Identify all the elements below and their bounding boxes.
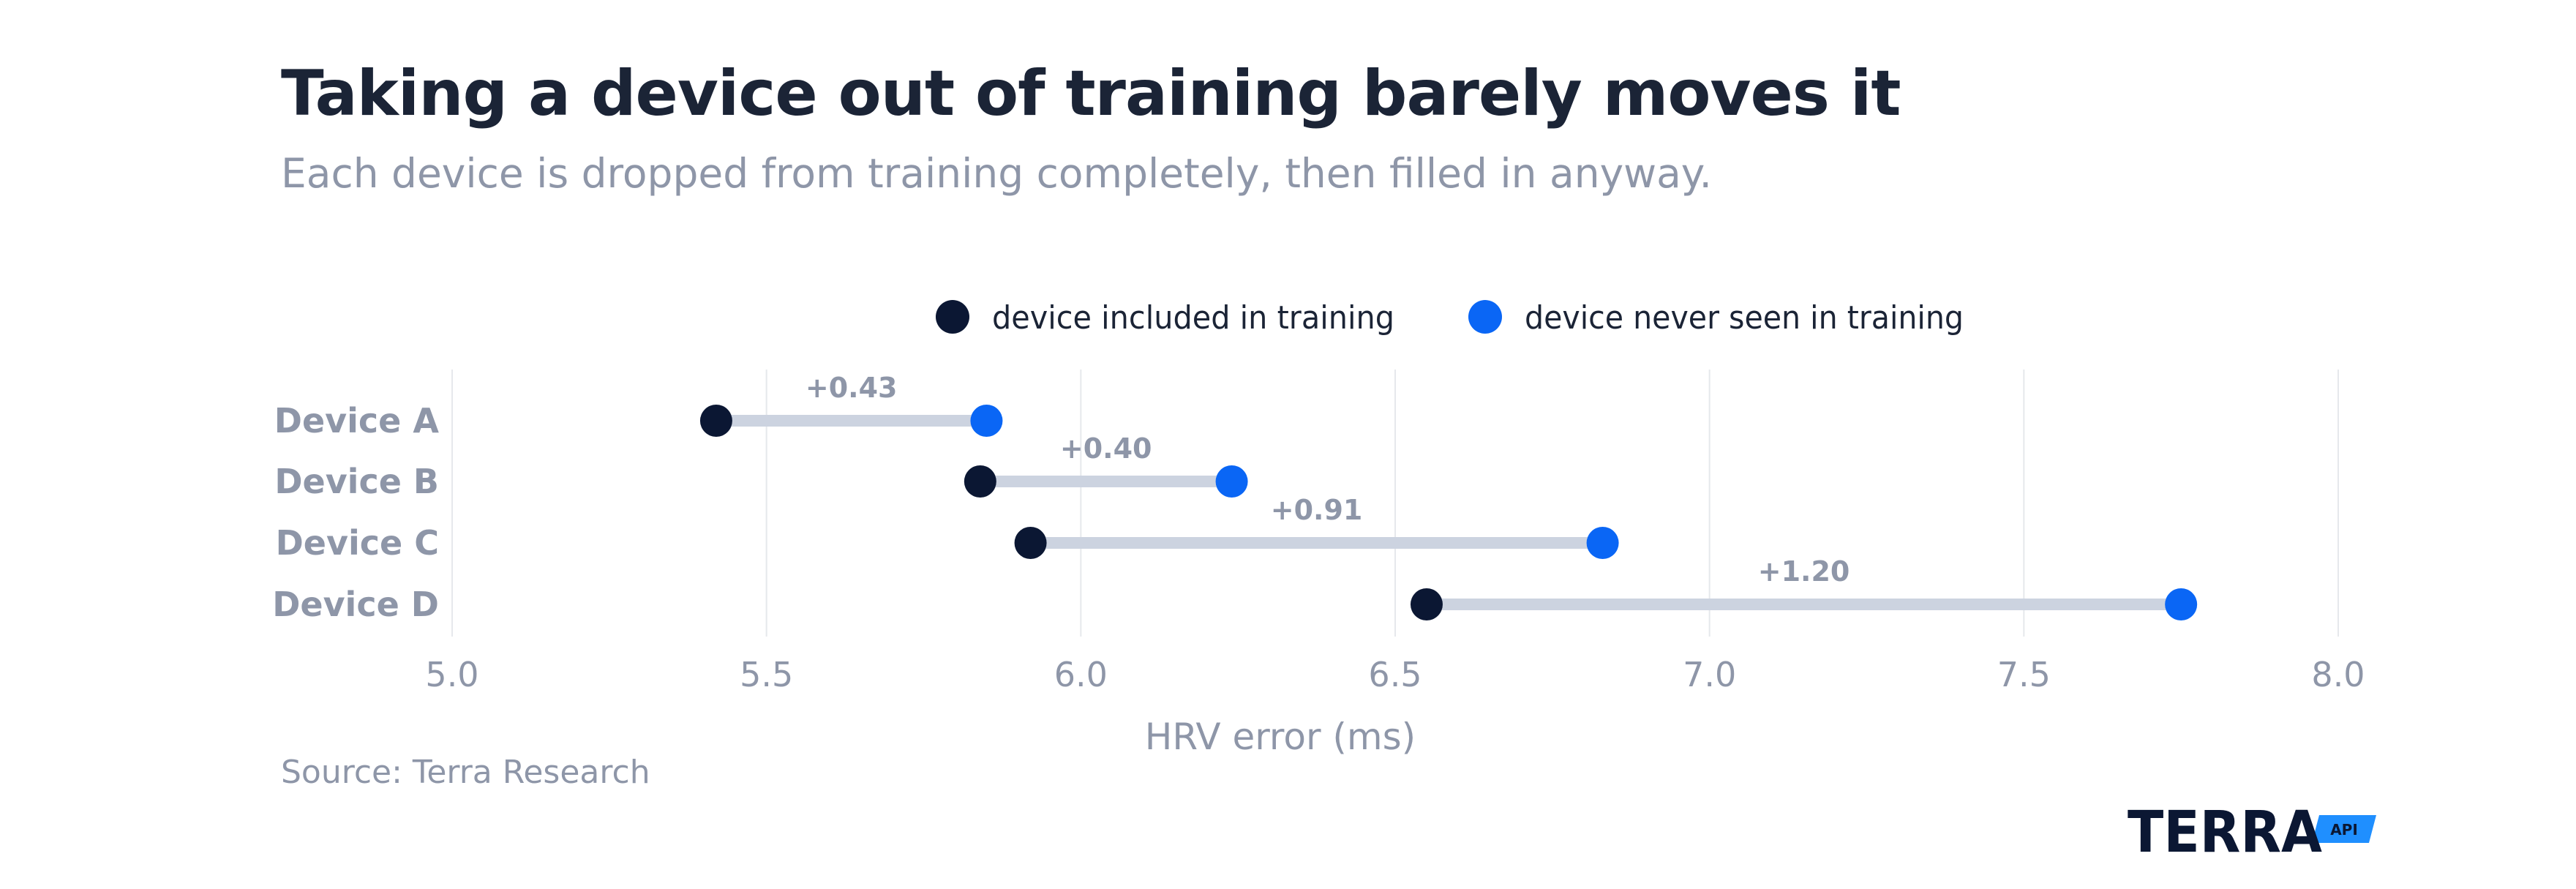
point-included: [699, 405, 732, 437]
gridlines: [451, 370, 2339, 637]
chart-marks: Device A +0.43 Device B +0.40 Device C +0.91 D…: [272, 372, 2198, 624]
chart-subtitle: Each device is dropped from training com…: [281, 150, 1712, 197]
point-included: [964, 465, 996, 498]
point-included: [1410, 588, 1443, 620]
x-tick-label: 6.0: [1054, 655, 1108, 694]
point-included: [1014, 527, 1047, 559]
logo-badge-text: API: [2330, 821, 2358, 839]
source-note: Source: Terra Research: [281, 754, 650, 791]
logo-badge: [2312, 815, 2376, 843]
x-tick-label: 8.0: [2311, 655, 2365, 694]
y-category-label: Device A: [274, 401, 440, 440]
difference-label: +1.20: [1758, 555, 1850, 588]
legend-label-never-seen: device never seen in training: [1525, 299, 1964, 337]
legend-swatch-included: [936, 300, 969, 334]
logo-wordmark: TERRA: [2128, 803, 2322, 855]
x-tick-label: 6.5: [1368, 655, 1422, 694]
chart-title: Taking a device out of training barely m…: [281, 57, 1901, 130]
x-axis: 5.0 5.5 6.0 6.5 7.0 7.5 8.0: [425, 655, 2365, 694]
difference-label: +0.40: [1060, 432, 1152, 465]
difference-label: +0.91: [1271, 494, 1363, 526]
terra-api-logo: API TERRA: [2128, 803, 2376, 855]
x-tick-label: 7.0: [1683, 655, 1736, 694]
x-tick-label: 5.5: [740, 655, 793, 694]
point-never-seen: [1586, 527, 1619, 559]
x-axis-label: HRV error (ms): [1145, 716, 1416, 758]
legend: device included in training device never …: [936, 299, 1964, 337]
y-category-label: Device B: [274, 462, 439, 501]
point-never-seen: [1215, 465, 1248, 498]
legend-label-included: device included in training: [992, 299, 1394, 337]
x-tick-label: 5.0: [425, 655, 478, 694]
point-never-seen: [2165, 588, 2198, 620]
dumbbell-chart: device included in training device never …: [272, 299, 2365, 758]
difference-label: +0.43: [806, 372, 898, 404]
x-tick-label: 7.5: [1997, 655, 2051, 694]
legend-swatch-never-seen: [1468, 300, 1502, 334]
point-never-seen: [970, 405, 1003, 437]
y-category-label: Device D: [272, 585, 439, 624]
y-category-label: Device C: [276, 523, 439, 563]
